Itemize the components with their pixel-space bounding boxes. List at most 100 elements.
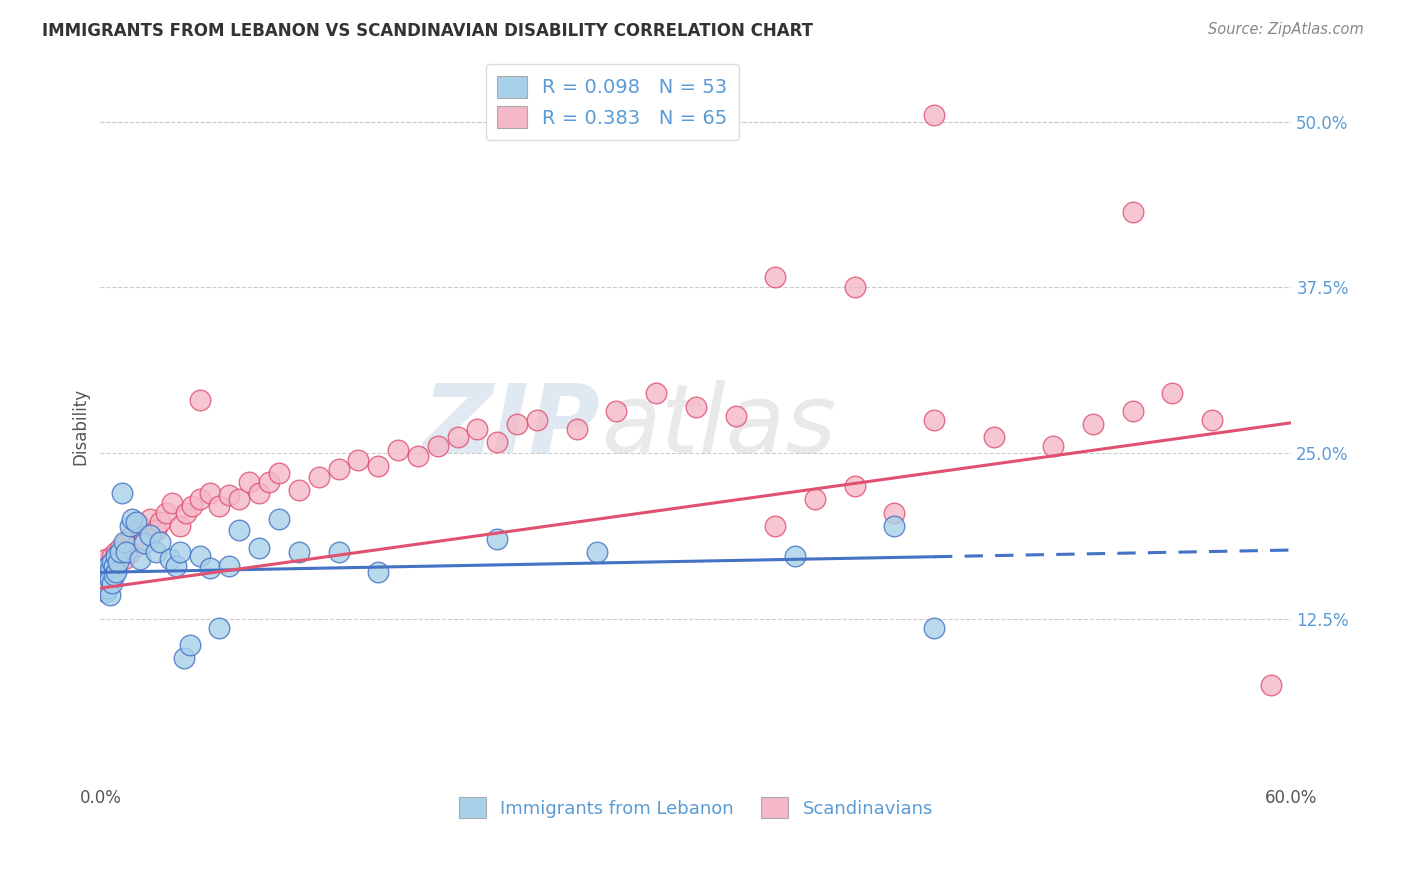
Point xyxy=(174,506,197,520)
Point xyxy=(486,435,509,450)
Point xyxy=(844,280,866,294)
Point xyxy=(228,492,250,507)
Point xyxy=(367,566,389,580)
Point xyxy=(467,422,489,436)
Point xyxy=(149,515,172,529)
Point xyxy=(763,269,786,284)
Y-axis label: Disability: Disability xyxy=(72,388,89,465)
Point xyxy=(188,549,211,564)
Point xyxy=(96,566,118,580)
Point xyxy=(526,413,548,427)
Point xyxy=(101,575,124,590)
Point xyxy=(1122,204,1144,219)
Point xyxy=(1161,386,1184,401)
Point xyxy=(605,403,627,417)
Point xyxy=(288,545,311,559)
Point xyxy=(93,568,115,582)
Point xyxy=(101,555,124,569)
Point xyxy=(93,563,115,577)
Point xyxy=(247,485,270,500)
Point xyxy=(406,449,429,463)
Text: IMMIGRANTS FROM LEBANON VS SCANDINAVIAN DISABILITY CORRELATION CHART: IMMIGRANTS FROM LEBANON VS SCANDINAVIAN … xyxy=(42,22,813,40)
Point xyxy=(97,563,120,577)
Point xyxy=(155,506,177,520)
Point xyxy=(91,561,114,575)
Point xyxy=(139,528,162,542)
Point xyxy=(145,545,167,559)
Point xyxy=(486,532,509,546)
Point xyxy=(1260,678,1282,692)
Point xyxy=(121,512,143,526)
Point xyxy=(328,545,350,559)
Point xyxy=(922,108,945,122)
Point xyxy=(98,563,121,577)
Point xyxy=(125,515,148,529)
Point xyxy=(103,558,125,573)
Point xyxy=(883,519,905,533)
Point xyxy=(108,545,131,559)
Point xyxy=(347,452,370,467)
Point xyxy=(107,555,129,569)
Point xyxy=(645,386,668,401)
Point xyxy=(96,552,118,566)
Point xyxy=(105,566,128,580)
Point xyxy=(983,430,1005,444)
Point xyxy=(120,545,142,559)
Point xyxy=(115,545,138,559)
Point xyxy=(208,499,231,513)
Point xyxy=(724,409,747,423)
Point xyxy=(247,541,270,556)
Point xyxy=(97,558,120,573)
Point xyxy=(763,519,786,533)
Point xyxy=(288,483,311,497)
Point xyxy=(105,545,128,559)
Point xyxy=(105,549,128,564)
Text: Source: ZipAtlas.com: Source: ZipAtlas.com xyxy=(1208,22,1364,37)
Point xyxy=(98,568,121,582)
Point xyxy=(125,539,148,553)
Point xyxy=(308,470,330,484)
Point xyxy=(129,519,152,533)
Point xyxy=(129,552,152,566)
Point xyxy=(169,519,191,533)
Point xyxy=(160,496,183,510)
Point xyxy=(97,581,120,595)
Point xyxy=(783,549,806,564)
Point xyxy=(180,499,202,513)
Point xyxy=(149,534,172,549)
Point xyxy=(387,443,409,458)
Point xyxy=(883,506,905,520)
Point xyxy=(91,572,114,586)
Point xyxy=(565,422,588,436)
Point xyxy=(101,549,124,564)
Point xyxy=(844,479,866,493)
Point xyxy=(267,466,290,480)
Point xyxy=(169,545,191,559)
Point xyxy=(103,558,125,573)
Point xyxy=(1201,413,1223,427)
Point xyxy=(98,572,121,586)
Point xyxy=(96,574,118,589)
Point xyxy=(267,512,290,526)
Point xyxy=(1122,403,1144,417)
Point xyxy=(804,492,827,507)
Point xyxy=(218,488,240,502)
Point xyxy=(97,569,120,583)
Point xyxy=(139,512,162,526)
Point xyxy=(585,545,607,559)
Point xyxy=(96,585,118,599)
Point xyxy=(108,541,131,556)
Point xyxy=(112,552,135,566)
Point xyxy=(159,552,181,566)
Point xyxy=(132,532,155,546)
Point xyxy=(685,400,707,414)
Point xyxy=(91,581,114,595)
Point xyxy=(218,558,240,573)
Point xyxy=(103,568,125,582)
Point xyxy=(922,413,945,427)
Point xyxy=(173,651,195,665)
Point xyxy=(145,523,167,537)
Point xyxy=(506,417,529,431)
Point xyxy=(120,519,142,533)
Point xyxy=(208,621,231,635)
